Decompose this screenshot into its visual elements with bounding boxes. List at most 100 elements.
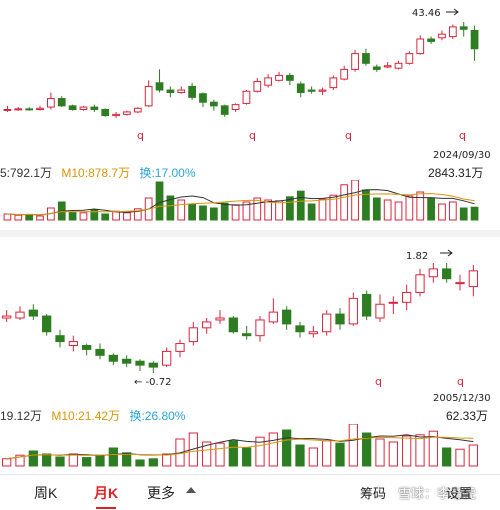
volume-bar-up — [351, 179, 359, 221]
weekly-price-chart[interactable]: 43.46 2024/09/30 q q q q — [0, 0, 500, 164]
volume-bar-down — [25, 213, 34, 221]
volume-bar-up — [405, 195, 414, 221]
candle-up — [133, 107, 142, 113]
candle-up — [322, 313, 332, 333]
monthly-turnover: 换:26.80% — [129, 409, 186, 423]
candle-up — [253, 81, 262, 92]
candle-up — [202, 321, 212, 329]
volume-bar-down — [155, 181, 164, 221]
volume-bar-up — [375, 438, 385, 467]
candle-down — [470, 30, 479, 50]
monthly-volume-chart[interactable] — [0, 423, 500, 468]
candle-down — [286, 74, 294, 81]
weekly-marker-1: q — [137, 129, 144, 142]
monthly-vol-max: 62.33万 — [446, 409, 489, 423]
candle-up — [255, 319, 265, 337]
weekly-price-panel[interactable]: 43.46 2024/09/30 q q q q — [0, 0, 500, 164]
monthly-high-label: 1.82 — [406, 251, 428, 262]
volume-bar-down — [28, 450, 38, 467]
candle-up — [415, 274, 425, 293]
volume-bar-up — [388, 441, 398, 467]
candle-down — [57, 98, 66, 107]
tab-weekly[interactable]: 周K — [34, 485, 58, 501]
volume-bar-down — [286, 196, 294, 221]
volume-bar-up — [402, 435, 412, 467]
candle-up — [2, 315, 12, 319]
monthly-date-label: 2005/12/30 — [433, 393, 491, 404]
monthly-volume-legend: 19.12万 M10:21.42万 换:26.80% — [0, 409, 191, 423]
candle-down — [68, 105, 77, 110]
candle-down — [122, 358, 132, 364]
candle-up — [264, 77, 273, 86]
candle-down — [28, 309, 38, 317]
volume-bar-down — [90, 209, 99, 221]
weekly-marker-2: q — [249, 129, 256, 142]
settings-button[interactable]: 设置 — [446, 486, 473, 501]
volume-bar-up — [14, 214, 23, 221]
weekly-vol-max: 2843.31万 — [428, 166, 484, 180]
candle-up — [438, 33, 446, 39]
volume-bar-down — [82, 457, 92, 467]
candle-up — [3, 108, 12, 111]
candle-down — [90, 106, 99, 110]
volume-bar-up — [275, 200, 283, 221]
more-caret-icon[interactable] — [186, 487, 196, 493]
candle-down — [148, 362, 158, 368]
candle-down — [242, 333, 252, 337]
candle-up — [123, 111, 131, 115]
panel-divider — [0, 230, 500, 237]
candle-up — [394, 62, 403, 69]
candle-up — [268, 311, 278, 323]
chips-button[interactable]: 筹码 — [360, 486, 387, 501]
candle-up — [242, 90, 251, 104]
weekly-volume-panel[interactable] — [0, 179, 500, 222]
candle-up — [14, 108, 23, 111]
volume-bar-up — [36, 215, 44, 221]
volume-bar-down — [55, 456, 65, 467]
weekly-volume-chart[interactable] — [0, 179, 500, 222]
candle-down — [372, 66, 381, 70]
candle-down — [209, 101, 218, 107]
tab-monthly[interactable]: 月K — [94, 485, 119, 509]
volume-bar-down — [442, 447, 452, 467]
weekly-marker-4: q — [459, 129, 466, 142]
candle-down — [155, 82, 164, 91]
volume-bar-up — [448, 201, 457, 221]
period-tab-bar: 周K 月K 更多 筹码 雪球：李老虎 设置 — [0, 474, 500, 510]
candle-up — [79, 106, 88, 110]
volume-bar-down — [101, 213, 110, 221]
volume-bar-down — [427, 197, 435, 221]
candle-down — [42, 315, 52, 333]
volume-bar-down — [188, 203, 196, 221]
volume-bar-down — [166, 195, 175, 221]
volume-bar-down — [470, 206, 479, 221]
monthly-marker-2: q — [457, 375, 464, 388]
monthly-low-label: ← -0.72 — [134, 377, 171, 388]
volume-bar-up — [268, 432, 278, 467]
candle-up — [188, 327, 198, 343]
volume-bar-down — [135, 459, 145, 467]
candle-down — [459, 26, 468, 30]
volume-bar-down — [148, 458, 158, 467]
watermark-text: 雪球：李老虎 — [398, 486, 477, 501]
volume-bar-up — [329, 194, 338, 221]
volume-bar-down — [42, 453, 52, 467]
volume-ma10-line — [6, 436, 474, 460]
candle-down — [282, 309, 292, 325]
candle-up — [416, 38, 425, 55]
candle-up — [175, 343, 185, 352]
volume-bar-down — [282, 429, 292, 467]
candle-up — [47, 98, 55, 108]
volume-bar-up — [318, 198, 327, 221]
monthly-price-panel[interactable]: 1.82 ← -0.72 2005/12/30 q q — [0, 237, 500, 405]
tab-more[interactable]: 更多 — [147, 485, 175, 501]
candle-down — [427, 38, 435, 42]
volume-bar-up — [438, 203, 446, 221]
candle-up — [308, 331, 318, 335]
volume-bar-down — [362, 432, 372, 467]
volume-bar-down — [459, 207, 468, 221]
candle-down — [335, 313, 345, 325]
monthly-price-chart[interactable]: 1.82 ← -0.72 2005/12/30 q q — [0, 237, 500, 405]
volume-ma5-line — [6, 434, 474, 460]
monthly-volume-panel[interactable] — [0, 423, 500, 468]
